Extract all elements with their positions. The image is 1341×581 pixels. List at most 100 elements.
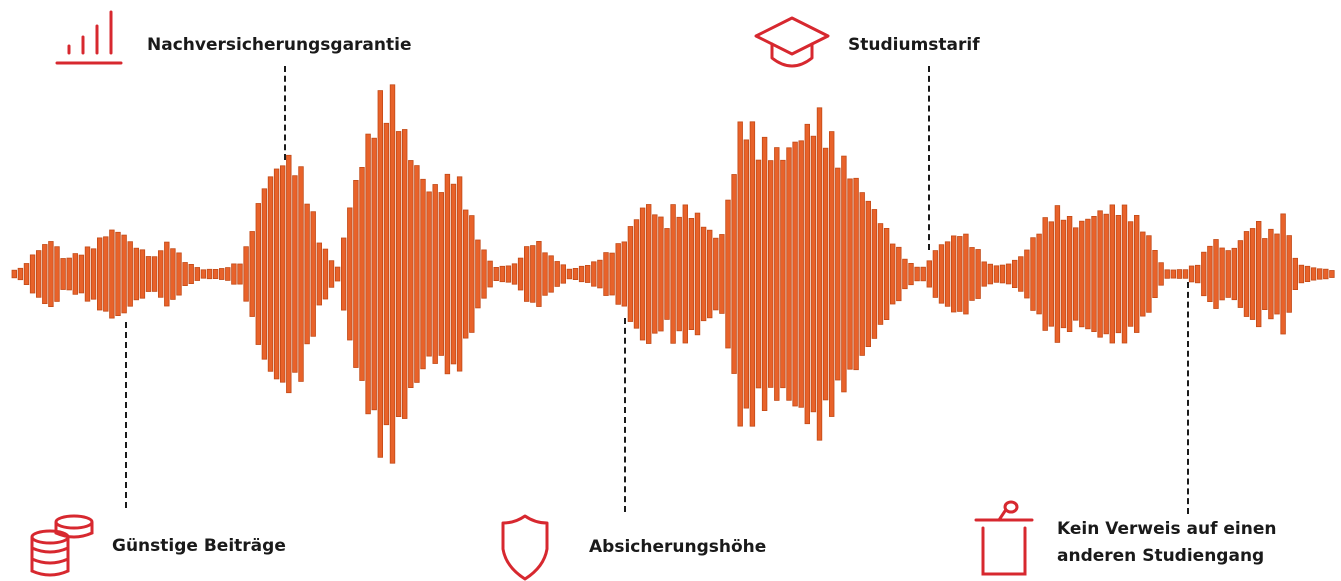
waveform-bar (621, 241, 627, 307)
waveform-bar (127, 241, 133, 307)
waveform-bar (298, 166, 304, 382)
waveform-bar (389, 84, 396, 464)
waveform-bar (1219, 247, 1225, 301)
waveform-bar (591, 261, 597, 287)
waveform-bar (36, 250, 42, 298)
waveform-bar (408, 160, 414, 389)
waveform-bar (456, 176, 463, 372)
waveform-bar (200, 269, 207, 279)
waveform-bar (646, 204, 652, 344)
waveform-bar (225, 267, 231, 281)
waveform-bar (1201, 251, 1207, 297)
waveform-bar (999, 264, 1006, 284)
waveform-bar (261, 188, 268, 360)
waveform-bar (1329, 270, 1335, 278)
waveform-bar (1097, 210, 1103, 338)
waveform-bar (944, 241, 951, 307)
waveform-bar (768, 160, 774, 388)
waveform-bar (542, 252, 548, 296)
waveform-bar (511, 263, 518, 285)
waveform-bar (1170, 269, 1176, 279)
waveform-bar (713, 237, 719, 311)
waveform-bar (432, 184, 438, 364)
waveform-bar (603, 252, 609, 296)
waveform-bar (1012, 259, 1018, 288)
waveform-bar (688, 217, 695, 330)
waveform-bar (1134, 214, 1140, 333)
waveform-bar (243, 246, 249, 302)
waveform-bar (60, 258, 66, 290)
waveform-bar (969, 247, 975, 301)
waveform-bar (29, 254, 36, 294)
waveform-bar (957, 236, 963, 312)
waveform-bar (652, 214, 658, 334)
waveform-bar (658, 216, 664, 332)
waveform-bar (1054, 205, 1061, 343)
waveform-bar (926, 260, 932, 288)
waveform-bar (1195, 264, 1201, 284)
waveform-bar (1085, 218, 1091, 330)
waveform-bar (1030, 237, 1036, 311)
waveform-bar (743, 139, 749, 409)
waveform-bar (938, 244, 945, 304)
waveform-bar (1164, 269, 1170, 279)
waveform-bar (78, 254, 85, 294)
label-kein-verweis-line1: Kein Verweis auf einen (1057, 519, 1277, 539)
waveform-bar (920, 266, 926, 282)
waveform-bar (597, 259, 603, 289)
waveform-bar (639, 207, 646, 341)
waveform-bar (1060, 219, 1067, 329)
label-guenstige-beitraege: Günstige Beiträge (112, 536, 286, 556)
waveform-bar (1158, 262, 1164, 286)
waveform-bar (505, 265, 512, 283)
waveform-bar (822, 147, 829, 401)
waveform-bar (469, 215, 475, 333)
waveform-bar (48, 241, 54, 307)
waveform-bar (1115, 214, 1122, 334)
waveform-bar (109, 229, 115, 319)
bar-chart-icon (55, 8, 123, 66)
waveform-bar (554, 261, 560, 287)
graduation-cap-icon (752, 10, 832, 72)
waveform-bar (877, 223, 884, 325)
waveform-bar (377, 90, 383, 458)
waveform-bar (267, 176, 274, 372)
waveform-bar (23, 263, 30, 286)
waveform-bar (182, 262, 188, 287)
waveform-bar (1103, 213, 1109, 335)
waveform-bar (493, 266, 499, 281)
waveform-bar (1225, 250, 1231, 298)
waveform-bar (487, 260, 493, 288)
waveform-bar (316, 242, 322, 306)
waveform-bar (963, 233, 969, 315)
waveform-bar (749, 121, 756, 427)
waveform-bar (1231, 247, 1237, 301)
waveform-bar (883, 227, 890, 320)
connector-guenstige-beitraege (125, 322, 127, 508)
waveform-bar (42, 244, 48, 304)
waveform-bar (1018, 256, 1024, 292)
waveform-bar (816, 107, 823, 441)
waveform-bar (578, 265, 585, 283)
waveform-bar (737, 121, 743, 427)
waveform-bar (719, 234, 725, 314)
label-nachversicherungsgarantie: Nachversicherungsgarantie (147, 35, 412, 55)
waveform-bar (1079, 220, 1085, 328)
waveform-bar (725, 199, 731, 349)
waveform-bar (682, 204, 688, 344)
waveform-bar (145, 256, 152, 292)
waveform-bar (444, 173, 451, 375)
waveform-bar (426, 191, 432, 357)
waveform-bar (1036, 233, 1042, 315)
waveform-bar (1249, 228, 1256, 320)
waveform-bar (993, 265, 1000, 283)
waveform-bar (1146, 235, 1152, 313)
waveform-bar (548, 255, 554, 293)
waveform-bar (890, 243, 896, 305)
waveform-bar (987, 263, 993, 285)
waveform-bar (896, 246, 902, 302)
waveform-bar (847, 178, 853, 370)
waveform-bar (932, 250, 939, 298)
label-studiumstarif: Studiumstarif (848, 35, 980, 55)
